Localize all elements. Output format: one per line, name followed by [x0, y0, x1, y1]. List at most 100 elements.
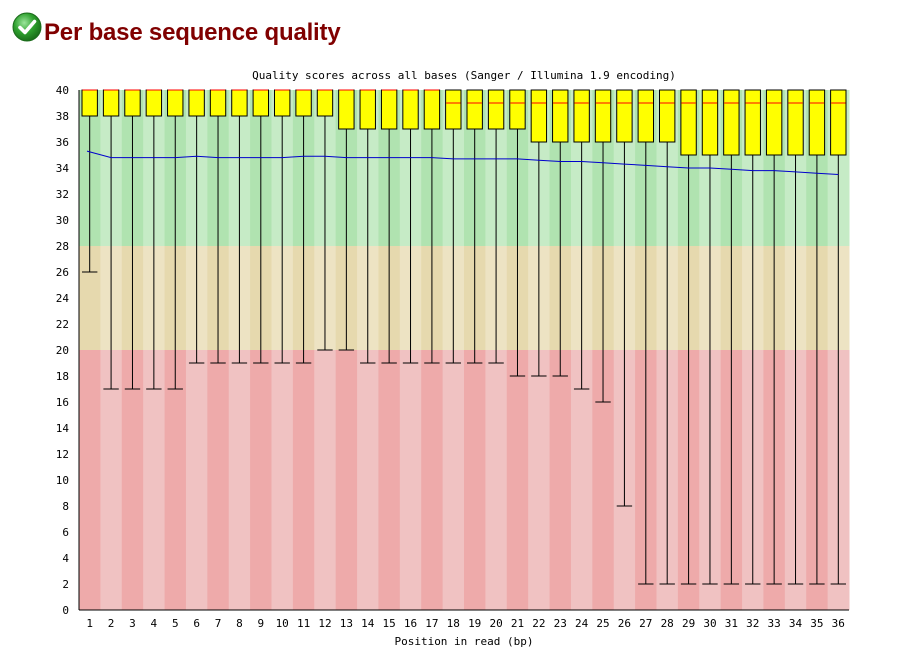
y-tick-label-12: 12 [56, 448, 69, 461]
band-poor-14 [357, 350, 379, 610]
y-tick-label-36: 36 [56, 136, 69, 149]
box-2 [102, 89, 120, 117]
y-tick-label-8: 8 [62, 500, 69, 513]
box-10 [274, 89, 291, 117]
box-17 [423, 89, 441, 130]
x-tick-label-24: 24 [575, 617, 589, 630]
band-poor-18 [442, 350, 465, 610]
y-tick-label-34: 34 [56, 162, 70, 175]
x-tick-label-14: 14 [361, 617, 375, 630]
box-14 [359, 89, 376, 130]
box-9 [252, 89, 270, 117]
y-tick-label-18: 18 [56, 370, 69, 383]
band-poor-6 [185, 350, 208, 610]
box-22 [530, 89, 548, 143]
box-11 [295, 89, 312, 117]
box-23 [552, 89, 569, 143]
y-tick-label-6: 6 [62, 526, 69, 539]
band-poor-3 [121, 350, 144, 610]
band-poor-24 [570, 350, 593, 610]
band-poor-16 [399, 350, 422, 610]
x-tick-label-32: 32 [746, 617, 759, 630]
box-16 [402, 89, 419, 130]
x-tick-label-26: 26 [618, 617, 631, 630]
x-tick-label-16: 16 [404, 617, 417, 630]
band-poor-19 [464, 350, 486, 610]
x-tick-label-31: 31 [725, 617, 738, 630]
band-poor-25 [592, 350, 615, 610]
box-21 [509, 89, 526, 130]
x-tick-label-22: 22 [532, 617, 545, 630]
y-tick-label-26: 26 [56, 266, 69, 279]
box-33 [765, 89, 783, 156]
box-15 [380, 89, 398, 130]
x-tick-label-28: 28 [661, 617, 674, 630]
x-tick-label-15: 15 [383, 617, 396, 630]
box-26 [616, 89, 633, 143]
box-36 [830, 89, 847, 156]
page-title: Per base sequence quality [44, 19, 341, 46]
x-tick-label-4: 4 [151, 617, 158, 630]
box-19 [466, 89, 483, 130]
box-4 [145, 89, 163, 117]
box-1 [81, 89, 98, 117]
x-tick-label-27: 27 [639, 617, 652, 630]
box-12 [316, 89, 334, 117]
band-poor-15 [378, 350, 401, 610]
x-tick-label-21: 21 [511, 617, 524, 630]
box-27 [637, 89, 654, 143]
x-tick-label-2: 2 [108, 617, 115, 630]
x-tick-label-12: 12 [318, 617, 331, 630]
x-tick-label-34: 34 [789, 617, 803, 630]
x-tick-label-35: 35 [810, 617, 823, 630]
y-tick-label-22: 22 [56, 318, 69, 331]
x-tick-label-5: 5 [172, 617, 179, 630]
x-tick-label-29: 29 [682, 617, 695, 630]
x-axis-label: Position in read (bp) [394, 635, 533, 648]
x-tick-label-3: 3 [129, 617, 136, 630]
x-tick-label-36: 36 [832, 617, 845, 630]
x-tick-label-17: 17 [425, 617, 438, 630]
box-25 [594, 89, 612, 143]
box-5 [167, 89, 184, 117]
band-poor-22 [528, 350, 551, 610]
box-32 [744, 89, 761, 156]
y-tick-label-10: 10 [56, 474, 69, 487]
pass-check-icon [12, 12, 42, 42]
x-tick-label-8: 8 [236, 617, 243, 630]
mean-line [86, 150, 839, 175]
band-poor-4 [143, 350, 166, 610]
box-20 [487, 89, 505, 130]
x-tick-label-11: 11 [297, 617, 310, 630]
y-tick-label-20: 20 [56, 344, 69, 357]
box-13 [338, 89, 355, 130]
box-31 [723, 89, 740, 156]
box-29 [680, 89, 697, 156]
x-tick-label-7: 7 [215, 617, 222, 630]
box-24 [573, 89, 590, 143]
band-poor-12 [314, 350, 337, 610]
band-poor-8 [228, 350, 251, 610]
box-6 [188, 89, 205, 117]
x-tick-label-20: 20 [489, 617, 502, 630]
x-tick-label-13: 13 [340, 617, 353, 630]
box-8 [231, 89, 248, 117]
band-poor-2 [100, 350, 123, 610]
x-tick-label-1: 1 [86, 617, 93, 630]
y-tick-label-30: 30 [56, 214, 69, 227]
y-tick-label-24: 24 [56, 292, 70, 305]
section-header [12, 12, 42, 52]
band-poor-7 [207, 350, 230, 610]
y-tick-label-4: 4 [62, 552, 69, 565]
x-tick-label-19: 19 [468, 617, 481, 630]
box-7 [209, 89, 227, 117]
chart-title: Quality scores across all bases (Sanger … [252, 69, 676, 82]
y-tick-label-38: 38 [56, 110, 69, 123]
x-tick-label-33: 33 [768, 617, 781, 630]
band-poor-17 [421, 350, 444, 610]
band-poor-9 [250, 350, 272, 610]
x-tick-label-25: 25 [596, 617, 609, 630]
band-poor-11 [292, 350, 315, 610]
x-tick-label-10: 10 [276, 617, 289, 630]
x-tick-label-30: 30 [703, 617, 716, 630]
